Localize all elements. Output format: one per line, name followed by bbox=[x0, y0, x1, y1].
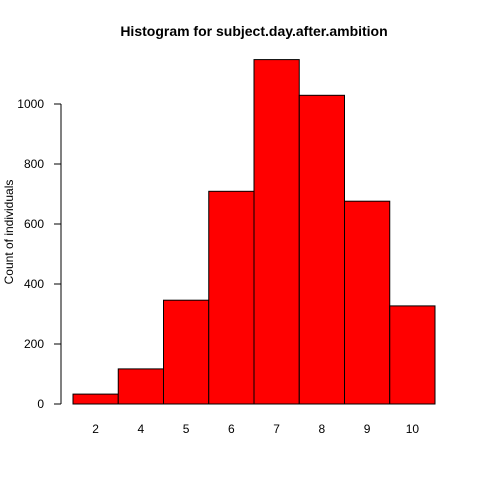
y-axis-label: Count of individuals bbox=[2, 180, 16, 285]
y-tick-label-600: 600 bbox=[24, 217, 44, 231]
x-tick-label-2: 2 bbox=[92, 422, 99, 436]
bar-5 bbox=[163, 299, 210, 405]
bar-7 bbox=[253, 59, 300, 405]
x-tick-label-5: 5 bbox=[183, 422, 190, 436]
y-tick-label-0: 0 bbox=[37, 397, 44, 411]
x-tick-label-10: 10 bbox=[406, 422, 420, 436]
bar-8 bbox=[298, 94, 345, 405]
x-tick-label-4: 4 bbox=[138, 422, 145, 436]
y-tick-label-800: 800 bbox=[24, 157, 44, 171]
x-tick-label-6: 6 bbox=[228, 422, 235, 436]
bar-6 bbox=[208, 190, 255, 405]
y-tick-label-1000: 1000 bbox=[17, 97, 44, 111]
chart-title: Histogram for subject.day.after.ambition bbox=[120, 23, 387, 39]
bars-group bbox=[72, 59, 436, 405]
bar-10 bbox=[389, 305, 436, 405]
bar-9 bbox=[344, 200, 391, 405]
x-tick-label-8: 8 bbox=[319, 422, 326, 436]
bar-2 bbox=[72, 393, 119, 405]
bar-4 bbox=[117, 368, 164, 405]
y-tick-label-200: 200 bbox=[24, 337, 44, 351]
y-axis: 0 200 400 600 800 1000 bbox=[17, 97, 62, 411]
x-axis-labels: 2 4 5 6 7 8 9 10 bbox=[92, 422, 419, 436]
x-tick-label-9: 9 bbox=[364, 422, 371, 436]
y-tick-label-400: 400 bbox=[24, 277, 44, 291]
x-tick-label-7: 7 bbox=[273, 422, 280, 436]
